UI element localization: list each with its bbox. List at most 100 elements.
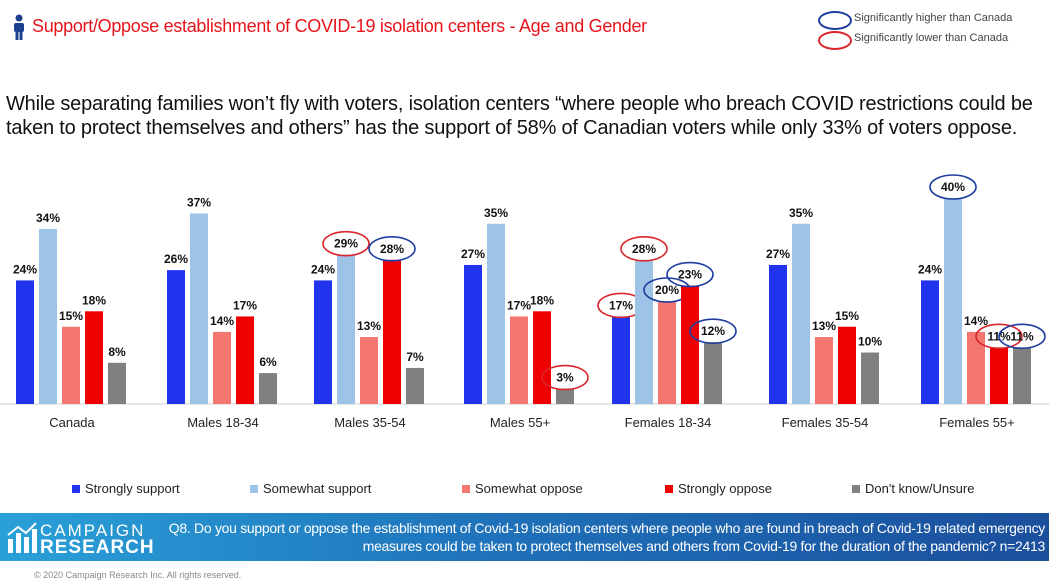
data-label: 11% [1010, 329, 1034, 343]
bar-chart: 24% 34% 15% 18% 8% Canada 26% 37% 14% 17% 6% Males … [0, 174, 1049, 430]
bar [612, 316, 630, 404]
data-label: 40% [941, 180, 965, 194]
significantly-higher-marker [368, 236, 416, 262]
data-label: 13% [812, 319, 836, 333]
bar [337, 254, 355, 404]
legend-item: Strongly support [72, 481, 180, 496]
category-label: Canada [49, 415, 95, 430]
data-label: 14% [210, 314, 234, 328]
data-label: 29% [334, 237, 358, 251]
data-label: 28% [632, 242, 656, 256]
data-label: 18% [530, 293, 554, 307]
bar [314, 280, 332, 404]
significantly-higher-marker [666, 261, 714, 288]
data-label: 10% [858, 335, 882, 349]
legend-label: Strongly support [85, 481, 180, 496]
significantly-higher-marker [998, 323, 1046, 350]
legend-item: Don't know/Unsure [852, 481, 974, 496]
bar [769, 264, 787, 404]
bar [990, 347, 1008, 404]
subtitle: While separating families won’t fly with… [6, 93, 1033, 139]
significantly-lower-marker [975, 323, 1023, 350]
bar [635, 259, 653, 404]
data-label: 17% [233, 298, 257, 312]
significantly-lower-marker [620, 236, 668, 262]
data-label: 15% [59, 309, 83, 323]
bar [62, 326, 80, 404]
category-label: Females 55+ [939, 415, 1015, 430]
data-label: 12% [701, 324, 725, 338]
data-label: 14% [964, 314, 988, 328]
bar [658, 301, 676, 404]
key-higher-label: Significantly higher than Canada [854, 12, 1013, 24]
bar [190, 213, 208, 404]
data-label: 37% [187, 195, 211, 209]
blue-ellipse-icon [818, 11, 852, 30]
copyright: © 2020 Campaign Research Inc. All rights… [34, 570, 242, 580]
data-label: 27% [461, 247, 485, 261]
data-label: 35% [789, 206, 813, 220]
survey-question: Q8. Do you support or oppose the establi… [168, 520, 1046, 554]
data-label: 28% [380, 242, 404, 256]
legend-swatch [462, 484, 470, 493]
legend-label: Somewhat oppose [475, 481, 583, 496]
bar [213, 331, 231, 404]
bar [681, 285, 699, 404]
data-label: 24% [311, 262, 335, 276]
bar [464, 264, 482, 404]
bar [1013, 347, 1031, 404]
data-label: 6% [259, 355, 277, 369]
bar [861, 352, 879, 404]
data-label: 8% [108, 345, 126, 359]
page-title: Support/Oppose establishment of COVID-19… [32, 16, 647, 36]
bar [944, 198, 962, 404]
category-label: Females 35-54 [782, 415, 869, 430]
legend-label: Strongly oppose [678, 481, 772, 496]
bar [487, 223, 505, 404]
significantly-lower-marker [541, 364, 589, 391]
data-label: 23% [678, 268, 702, 282]
data-label: 17% [507, 298, 531, 312]
category-label: Males 35-54 [334, 415, 406, 430]
data-label: 3% [556, 371, 574, 385]
bar [510, 316, 528, 404]
data-label: 13% [357, 319, 381, 333]
significantly-higher-marker [929, 174, 977, 200]
bar [16, 280, 34, 404]
bar [85, 311, 103, 404]
bar [236, 316, 254, 404]
logo-line2: RESEARCH [40, 537, 155, 558]
data-label: 35% [484, 206, 508, 220]
legend-swatch [72, 484, 80, 493]
bar [704, 342, 722, 404]
significantly-higher-marker [689, 318, 737, 344]
data-label: 34% [36, 211, 60, 225]
bar [406, 367, 424, 404]
data-label: 18% [82, 293, 106, 307]
bar [815, 337, 833, 404]
bar [360, 337, 378, 404]
data-label: 15% [835, 309, 859, 323]
data-label: 24% [13, 262, 37, 276]
logo-chart-icon [7, 522, 37, 553]
bar [108, 362, 126, 404]
data-label: 27% [766, 247, 790, 261]
legend-swatch [852, 484, 860, 493]
bar [967, 331, 985, 404]
footer-banner: CAMPAIGN RESEARCH Q8. Do you support or … [0, 513, 1049, 561]
legend-item: Somewhat oppose [462, 481, 583, 496]
data-label: 24% [918, 262, 942, 276]
bar [921, 280, 939, 404]
bar [383, 259, 401, 404]
legend-label: Don't know/Unsure [865, 481, 975, 496]
bar [259, 373, 277, 404]
data-label: 26% [164, 252, 188, 266]
legend-item: Strongly oppose [665, 481, 772, 496]
bar [533, 311, 551, 404]
red-ellipse-icon [818, 31, 852, 50]
bar [792, 223, 810, 404]
significantly-lower-marker [322, 230, 370, 257]
data-label: 7% [406, 350, 424, 364]
bar [167, 270, 185, 404]
campaign-research-logo: CAMPAIGN RESEARCH [6, 521, 154, 558]
